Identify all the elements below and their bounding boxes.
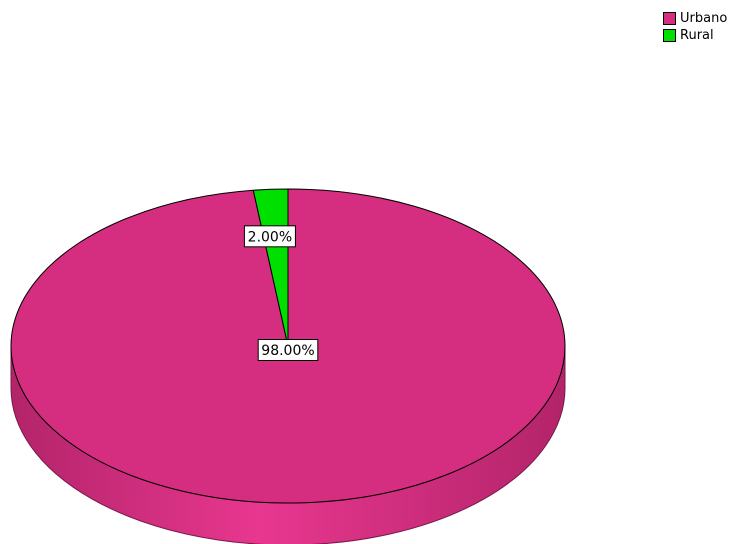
- data-label-urbano: 98.00%: [257, 339, 319, 361]
- legend: Urbano Rural: [663, 10, 727, 44]
- slice-labels: 98.00% 2.00%: [243, 225, 319, 361]
- legend-label-rural: Rural: [680, 28, 714, 43]
- legend-item-urbano: Urbano: [663, 10, 727, 27]
- legend-label-urbano: Urbano: [680, 11, 728, 26]
- data-label-rural-text: 2.00%: [248, 229, 292, 245]
- legend-swatch-rural: [663, 29, 676, 42]
- legend-item-rural: Rural: [663, 27, 727, 44]
- legend-swatch-urbano: [663, 12, 676, 25]
- data-label-urbano-text: 98.00%: [261, 343, 314, 359]
- data-label-rural: 2.00%: [243, 225, 296, 248]
